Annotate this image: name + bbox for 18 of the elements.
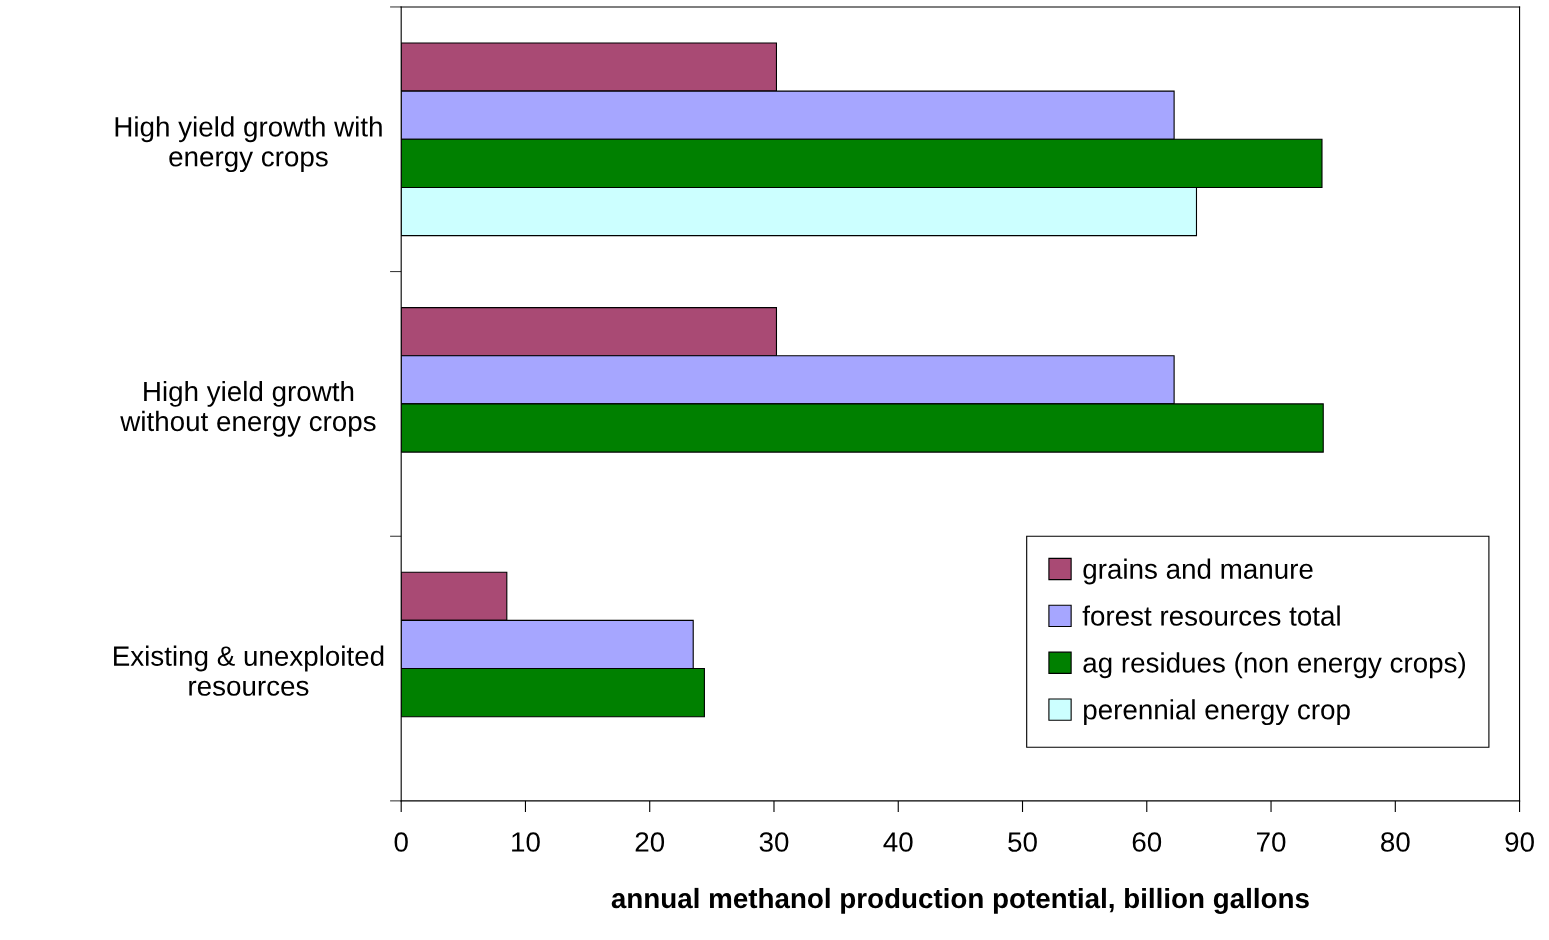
x-tick-label: 40 <box>883 832 913 852</box>
y-tick-label: High yield growth without energy crops <box>120 380 376 437</box>
y-tick-label: High yield growth with energy crops <box>115 116 382 173</box>
y-tick-label: Existing & unexploited resources <box>114 645 384 696</box>
x-tick-label: 50 <box>1008 832 1037 852</box>
x-tick-label: 10 <box>512 832 540 852</box>
x-tick-label: 90 <box>1505 832 1534 852</box>
x-tick-label: 60 <box>1132 832 1162 852</box>
x-axis-title: annual methanol production potential, billion gallons <box>611 887 1309 914</box>
x-tick-label: 70 <box>1257 832 1286 852</box>
x-tick-label: 20 <box>635 832 665 852</box>
legend-label: ag residues (non energy crops) <box>1083 652 1465 679</box>
legend-label: forest resources total <box>1082 605 1340 626</box>
x-tick-label: 80 <box>1381 832 1410 852</box>
x-tick-label: 30 <box>759 832 789 852</box>
legend-label: grains and manure <box>1083 558 1313 585</box>
legend-label: perennial energy crop <box>1084 699 1350 726</box>
x-tick-label: 0 <box>394 832 408 852</box>
